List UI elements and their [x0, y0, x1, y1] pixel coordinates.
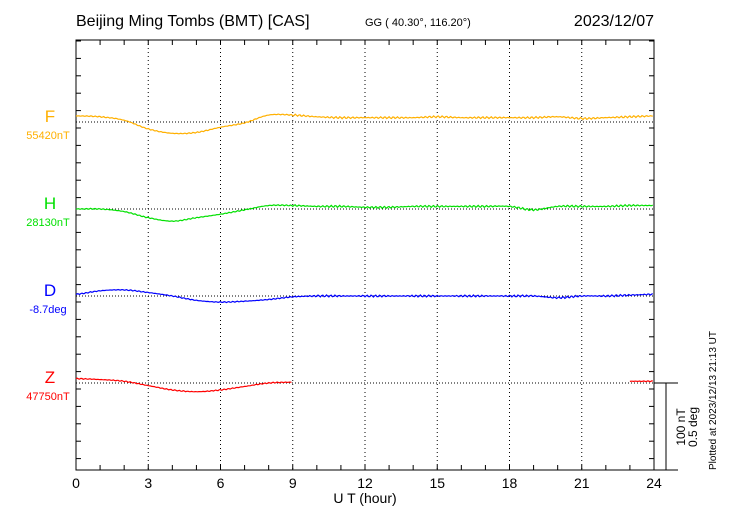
x-tick-label: 9	[289, 475, 297, 491]
series-group	[75, 113, 654, 393]
series-labels: F 55420nT H 28130nT D -8.7deg Z 47750nT	[26, 107, 70, 403]
series-name-z: Z	[45, 368, 55, 387]
plotted-timestamp: Plotted at 2023/12/13 21:13 UT	[708, 331, 719, 470]
x-tick-label: 18	[502, 475, 518, 491]
x-tick-label: 15	[429, 475, 445, 491]
x-tick-label: 3	[144, 475, 152, 491]
x-tick-label: 0	[72, 475, 80, 491]
x-tick-label: 12	[357, 475, 373, 491]
series-line-z	[629, 380, 653, 383]
x-tick-label: 6	[217, 475, 225, 491]
axes: 0 3 6 9 12 15 18 21 24	[72, 39, 678, 491]
scale-deg-label: 0.5 deg	[686, 407, 700, 447]
x-tick-label: 24	[646, 475, 662, 491]
grid	[76, 40, 654, 470]
scale-nt-label: 100 nT	[674, 408, 688, 446]
series-line-f	[75, 113, 653, 135]
station-title: Beijing Ming Tombs (BMT) [CAS]	[76, 13, 310, 30]
series-line-h	[75, 203, 654, 223]
x-axis-label: U T (hour)	[333, 490, 396, 506]
baseline-value-h: 28130nT	[26, 217, 70, 229]
x-tick-label: 21	[574, 475, 590, 491]
series-line-z	[75, 377, 292, 393]
series-name-f: F	[45, 107, 55, 126]
baseline-value-d: -8.7deg	[29, 304, 66, 316]
baseline-value-f: 55420nT	[26, 130, 70, 142]
series-name-d: D	[44, 281, 56, 300]
series-name-h: H	[44, 194, 56, 213]
date: 2023/12/07	[574, 13, 654, 30]
baseline-value-z: 47750nT	[26, 391, 70, 403]
geo-coords: GG ( 40.30°, 116.20°)	[365, 17, 471, 29]
series-line-d	[75, 288, 654, 304]
